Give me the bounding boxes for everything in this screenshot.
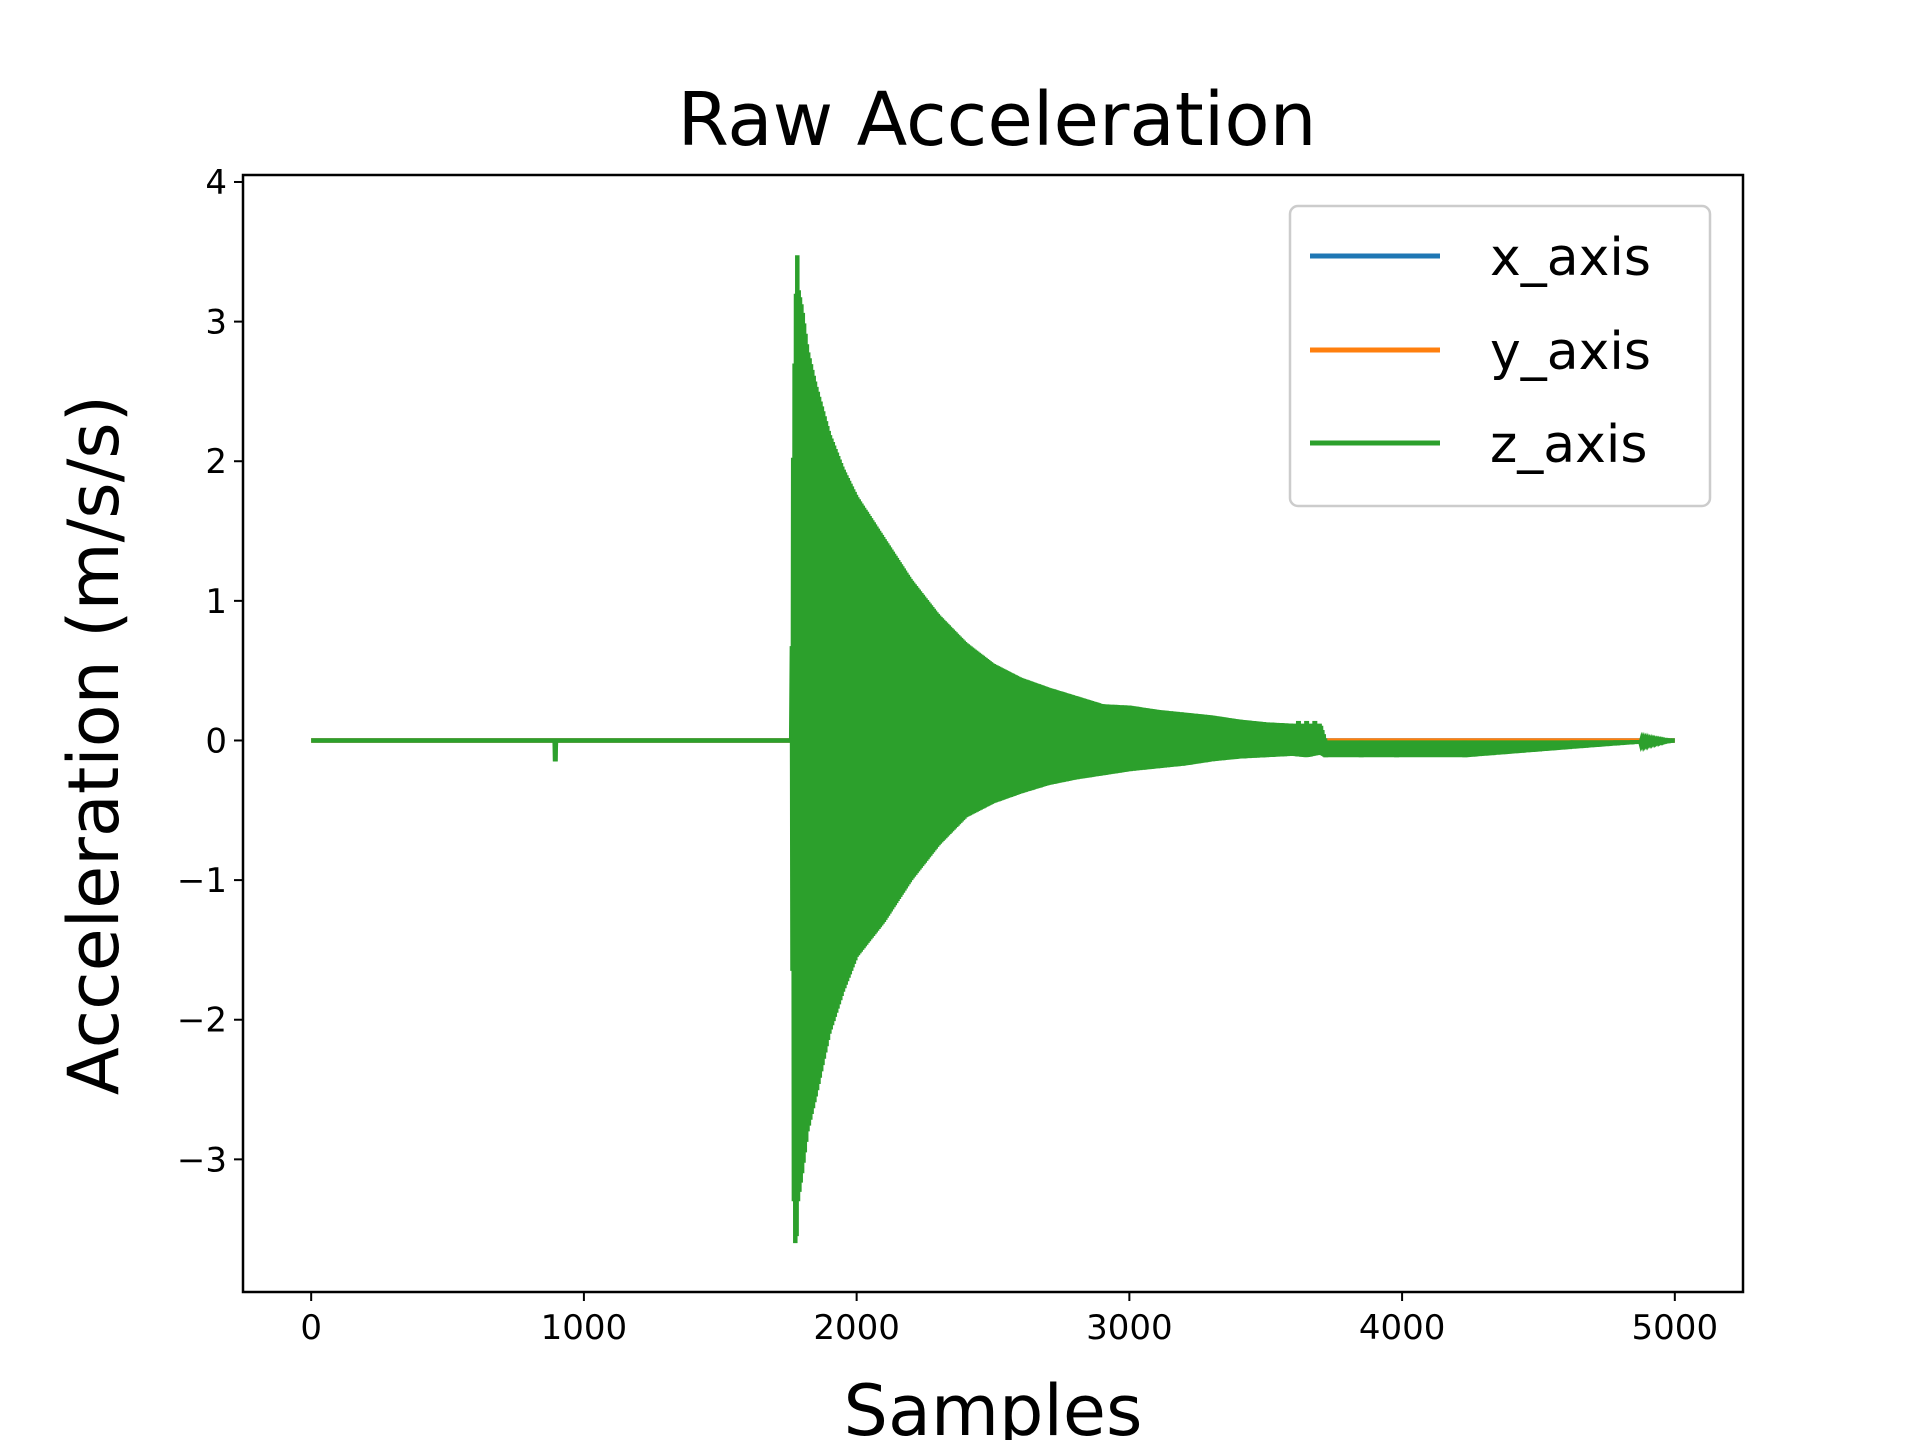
y-tick-label: −1 <box>177 861 227 901</box>
y-tick-label: −2 <box>177 1001 227 1041</box>
y-tick-label: −3 <box>177 1140 227 1180</box>
legend-label-y-axis: y_axis <box>1490 322 1651 382</box>
axes-frame <box>241 173 1745 1294</box>
x-tick-label: 4000 <box>1359 1308 1446 1348</box>
y-axis: −3 −2 −1 0 1 2 3 4 <box>177 163 243 1180</box>
x-tick-label: 5000 <box>1632 1308 1719 1348</box>
x-tick-label: 1000 <box>541 1308 628 1348</box>
y-tick-label: 1 <box>205 582 227 622</box>
chart-title: Raw Acceleration <box>677 77 1316 163</box>
y-tick-label: 4 <box>205 163 227 203</box>
y-axis-label: Acceleration (m/s/s) <box>53 395 135 1095</box>
y-tick-label: 2 <box>205 442 227 482</box>
x-tick-label: 0 <box>300 1308 322 1348</box>
x-tick-label: 2000 <box>813 1308 900 1348</box>
legend: x_axis y_axis z_axis <box>1288 204 1712 508</box>
x-tick-label: 3000 <box>1086 1308 1173 1348</box>
series-line-z-axis <box>311 255 1675 1244</box>
legend-box <box>1288 204 1712 508</box>
legend-label-x-axis: x_axis <box>1490 228 1651 288</box>
x-axis-label: Samples <box>844 1370 1143 1440</box>
y-tick-label: 3 <box>205 303 227 343</box>
y-tick-label: 0 <box>205 721 227 761</box>
plot-area <box>311 255 1675 1244</box>
legend-label-z-axis: z_axis <box>1490 415 1647 475</box>
x-axis: 0 1000 2000 3000 4000 5000 <box>300 1292 1718 1348</box>
